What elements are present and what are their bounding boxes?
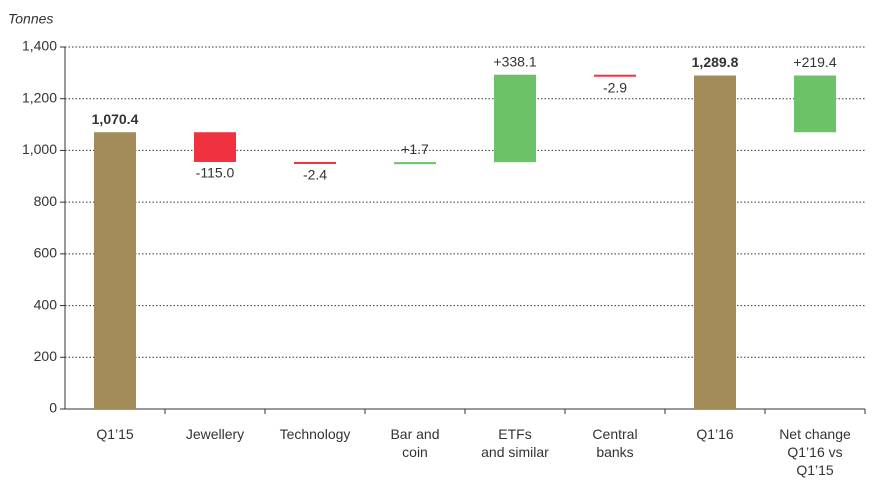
- x-tick-label: Jewellery: [186, 426, 244, 442]
- y-tick-label: 200: [34, 348, 58, 364]
- x-tick-label: Q1’16: [696, 426, 734, 442]
- x-tick-label: Bar and coin: [390, 426, 439, 460]
- x-tick-label: Technology: [280, 426, 351, 442]
- y-tick-label: 1,200: [22, 89, 57, 105]
- value-label: 1,289.8: [692, 54, 739, 70]
- y-tick-label: 1,000: [22, 141, 57, 157]
- bar: [394, 162, 436, 165]
- bar: [194, 132, 236, 162]
- value-label: 1,070.4: [92, 111, 139, 127]
- x-tick-label: Net change Q1’16 vs Q1’15: [779, 426, 851, 478]
- x-tick-label: Central banks: [592, 426, 637, 460]
- value-label: -2.4: [303, 167, 327, 183]
- bar: [294, 161, 336, 164]
- bar: [94, 132, 136, 409]
- y-tick-label: 1,400: [22, 38, 57, 54]
- value-label: -2.9: [603, 79, 627, 95]
- bar: [494, 74, 536, 163]
- x-tick-label: Q1’15: [96, 426, 134, 442]
- bar: [794, 75, 836, 133]
- value-label: +338.1: [493, 53, 536, 69]
- y-tick-label: 600: [34, 245, 58, 261]
- y-tick-label: 400: [34, 296, 58, 312]
- bar: [694, 75, 736, 409]
- value-label: -115.0: [196, 165, 235, 181]
- y-axis-label: Tonnes: [8, 11, 53, 27]
- y-tick-label: 800: [34, 193, 58, 209]
- value-label: +219.4: [793, 54, 836, 70]
- bar: [594, 74, 636, 77]
- value-label: +1.7: [401, 141, 429, 157]
- y-tick-label: 0: [49, 400, 57, 416]
- x-tick-label: ETFs and similar: [481, 426, 549, 460]
